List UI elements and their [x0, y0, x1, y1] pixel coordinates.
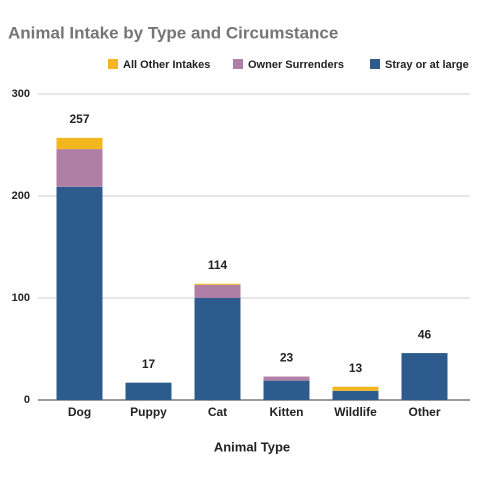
chart-title: Animal Intake by Type and Circumstance [8, 23, 338, 42]
bar-segment [194, 283, 241, 285]
bar-segment [125, 382, 172, 400]
bar-segment [194, 298, 241, 400]
bar-segment [332, 386, 379, 391]
total-label: 23 [280, 351, 294, 365]
legend-swatch [108, 59, 118, 69]
bar-segment [56, 137, 103, 150]
x-tick-label: Wildlife [334, 405, 377, 419]
bar-segment [332, 390, 379, 400]
y-tick-label: 0 [24, 394, 30, 406]
bar-segment [263, 380, 310, 400]
x-tick-label: Dog [68, 405, 91, 419]
legend-label: Stray or at large [385, 59, 469, 71]
legend-label: Owner Surrenders [248, 59, 344, 71]
total-label: 13 [349, 361, 363, 375]
x-tick-label: Cat [208, 405, 227, 419]
legend-swatch [370, 59, 380, 69]
x-tick-label: Other [408, 405, 440, 419]
y-tick-label: 300 [12, 88, 30, 100]
x-axis-title: Animal Type [214, 439, 290, 454]
bar-segment [56, 149, 103, 187]
total-label: 17 [142, 357, 156, 371]
legend-label: All Other Intakes [123, 59, 210, 71]
y-tick-label: 200 [12, 190, 30, 202]
bar-segment [401, 353, 448, 400]
x-tick-label: Kitten [270, 405, 304, 419]
total-label: 46 [418, 327, 432, 341]
y-tick-label: 100 [12, 292, 30, 304]
bar-segment [263, 376, 310, 381]
bar-segment [56, 186, 103, 400]
legend-swatch [233, 59, 243, 69]
bar-segment [194, 284, 241, 298]
x-tick-label: Puppy [130, 405, 167, 419]
total-label: 114 [208, 258, 228, 272]
total-label: 257 [69, 112, 89, 126]
